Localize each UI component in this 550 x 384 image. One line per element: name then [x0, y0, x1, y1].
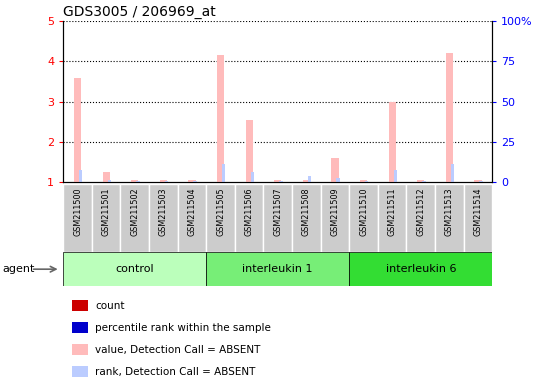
Text: GSM211502: GSM211502 [130, 188, 139, 236]
Text: interleukin 6: interleukin 6 [386, 264, 456, 274]
Bar [165, 181, 168, 182]
Bar [394, 170, 397, 182]
Bar [378, 184, 406, 252]
Bar [451, 164, 454, 182]
Text: GSM211513: GSM211513 [445, 188, 454, 236]
Bar [206, 252, 349, 286]
Bar [245, 120, 252, 182]
Bar [206, 184, 235, 252]
Bar [72, 344, 88, 355]
Text: GSM211504: GSM211504 [188, 188, 196, 236]
Bar [349, 184, 378, 252]
Text: value, Detection Call = ABSENT: value, Detection Call = ABSENT [96, 345, 261, 355]
Bar [160, 180, 167, 182]
Text: rank, Detection Call = ABSENT: rank, Detection Call = ABSENT [96, 367, 256, 377]
Bar [251, 172, 254, 182]
Text: GSM211505: GSM211505 [216, 188, 225, 236]
Text: agent: agent [3, 264, 35, 274]
Bar [417, 180, 425, 182]
Bar [464, 184, 492, 252]
Text: GSM211503: GSM211503 [159, 188, 168, 236]
Bar [108, 180, 111, 182]
Text: GSM211512: GSM211512 [416, 188, 425, 236]
Bar [79, 170, 82, 182]
Bar [337, 178, 340, 182]
Bar [136, 181, 140, 182]
Bar [72, 366, 88, 377]
Bar [178, 184, 206, 252]
Text: GSM211501: GSM211501 [102, 188, 111, 236]
Bar [474, 180, 482, 182]
Bar [72, 322, 88, 333]
Bar [365, 181, 369, 182]
Bar [74, 78, 81, 182]
Bar [308, 176, 311, 182]
Bar [388, 102, 395, 182]
Bar [349, 252, 492, 286]
Text: percentile rank within the sample: percentile rank within the sample [96, 323, 271, 333]
Text: GSM211508: GSM211508 [302, 188, 311, 236]
Bar [422, 181, 426, 182]
Text: GSM211500: GSM211500 [73, 188, 82, 236]
Text: GSM211507: GSM211507 [273, 188, 282, 236]
Bar [279, 181, 283, 182]
Bar [263, 184, 292, 252]
Bar [102, 172, 109, 182]
Bar [72, 300, 88, 311]
Bar [446, 53, 453, 182]
Text: control: control [116, 264, 154, 274]
Bar [63, 184, 92, 252]
Bar [360, 180, 367, 182]
Text: GSM211509: GSM211509 [331, 188, 339, 236]
Bar [120, 184, 149, 252]
Text: GSM211511: GSM211511 [388, 188, 397, 236]
Bar [435, 184, 464, 252]
Bar [194, 181, 197, 182]
Bar [292, 184, 321, 252]
Bar [131, 180, 139, 182]
Text: GSM211506: GSM211506 [245, 188, 254, 236]
Text: GDS3005 / 206969_at: GDS3005 / 206969_at [63, 5, 216, 19]
Bar [331, 158, 338, 182]
Bar [302, 180, 310, 182]
Text: interleukin 1: interleukin 1 [243, 264, 313, 274]
Bar [217, 55, 224, 182]
Bar [149, 184, 178, 252]
Text: GSM211510: GSM211510 [359, 188, 368, 236]
Bar [235, 184, 263, 252]
Bar [321, 184, 349, 252]
Bar [480, 181, 483, 182]
Text: GSM211514: GSM211514 [474, 188, 482, 236]
Bar [92, 184, 120, 252]
Bar [222, 164, 226, 182]
Bar [63, 252, 206, 286]
Bar [274, 180, 281, 182]
Text: count: count [96, 301, 125, 311]
Bar [188, 180, 196, 182]
Bar [406, 184, 435, 252]
